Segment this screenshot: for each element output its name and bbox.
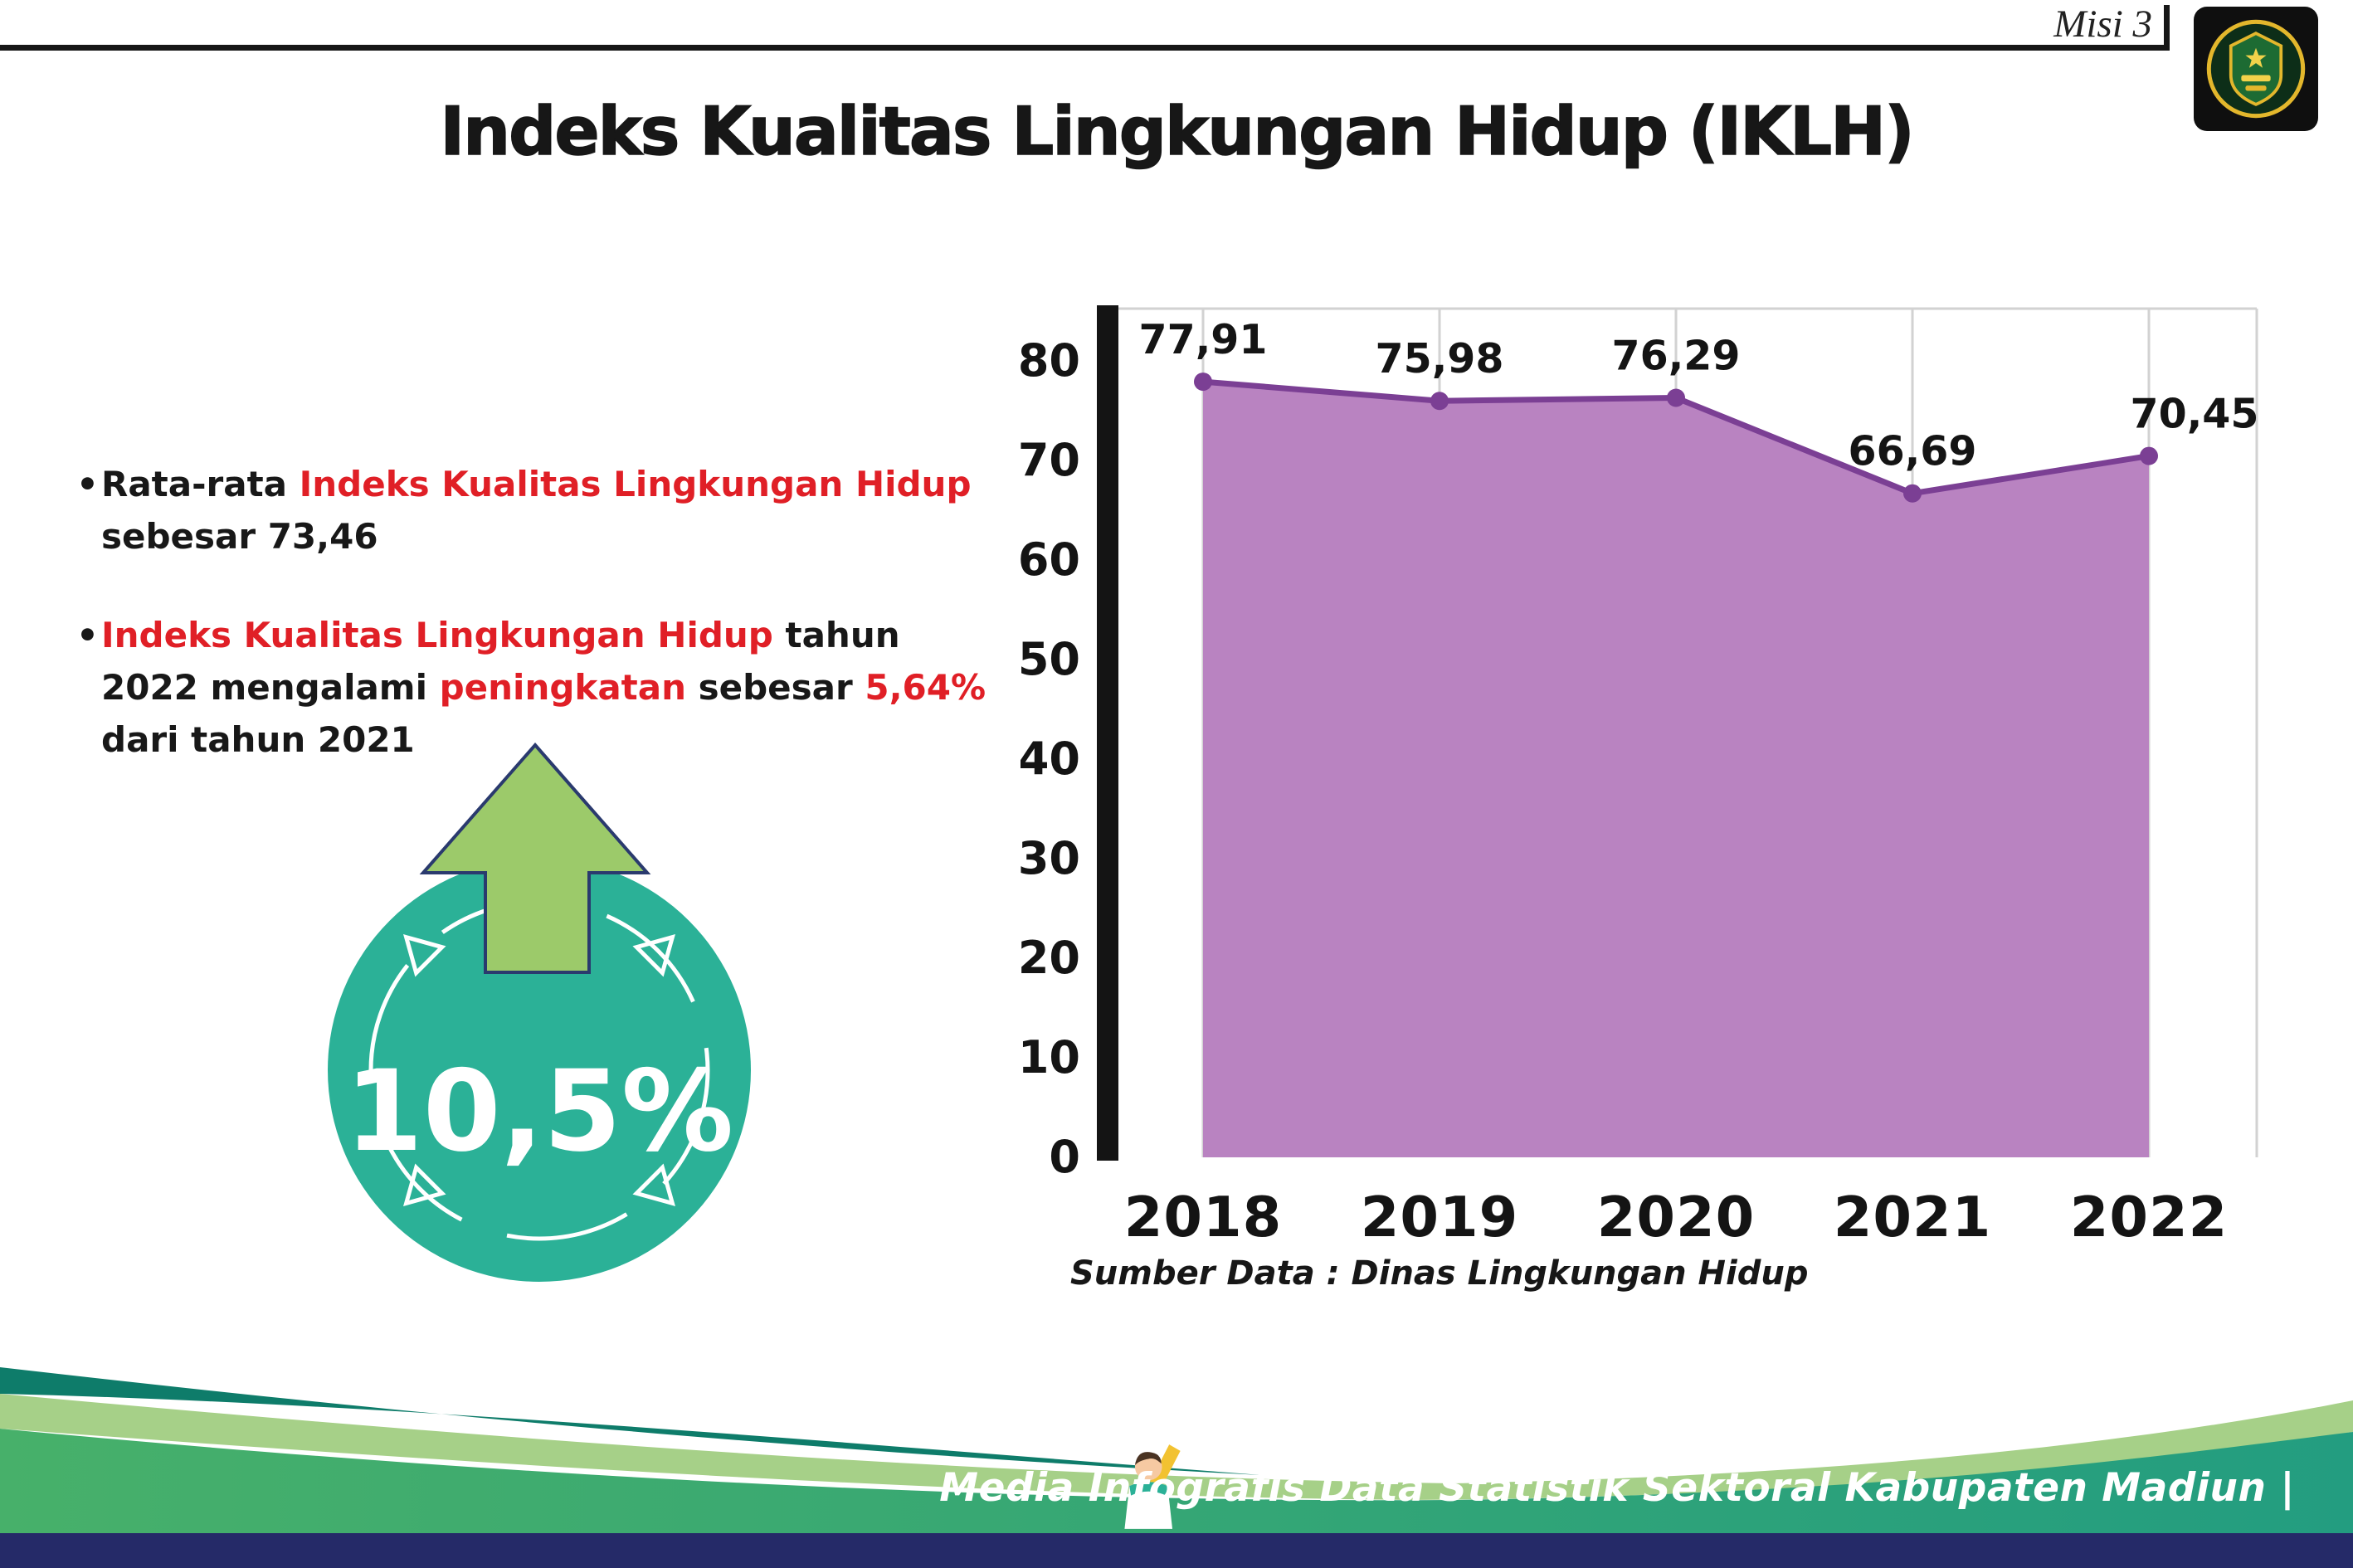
mascot-icon — [1124, 1444, 1181, 1529]
bullet-item: • Rata-rata Indeks Kualitas Lingkungan Hi… — [76, 458, 989, 562]
page-title: Indeks Kualitas Lingkungan Hidup (IKLH) — [440, 92, 1916, 171]
point-label: 76,29 — [1612, 333, 1741, 380]
bullet-text-segment: sebesar — [686, 667, 865, 708]
iklh-area-chart: 0 10 20 30 40 50 60 70 80 77,91 75,98 76,29 66,69 70,… — [1021, 305, 2259, 1249]
point-label: 77,91 — [1139, 316, 1268, 363]
bullet-text-segment: Indeks Kualitas Lingkungan Hidup — [101, 615, 773, 655]
triangle-mark-icon — [632, 934, 675, 977]
kabupaten-madiun-logo — [2194, 7, 2318, 131]
x-tick-label: 2021 — [1834, 1185, 1991, 1249]
area-fill — [1203, 382, 2149, 1157]
increase-badge: 10,5% — [328, 742, 751, 1282]
data-point — [1903, 484, 1922, 503]
bullet-text-segment: 5,64% — [865, 667, 987, 708]
y-tick-label: 0 — [1049, 1131, 1080, 1183]
top-divider-line — [0, 45, 2167, 51]
bullet-text-segment: Rata-rata — [101, 464, 300, 504]
bullet-marker: • — [76, 615, 99, 655]
bullet-text-segment: sebesar 73,46 — [101, 516, 378, 557]
crest-icon — [2206, 19, 2306, 119]
bullet-text-segment: peningkatan — [439, 667, 686, 708]
mascot-body — [1124, 1482, 1173, 1529]
data-point — [2140, 446, 2158, 465]
footer-wave-light — [0, 1394, 2353, 1500]
triangle-mark-icon — [403, 934, 446, 977]
up-arrow-icon — [419, 742, 651, 974]
triangle-mark-icon — [632, 1163, 675, 1206]
y-tick-label: 50 — [1021, 633, 1080, 685]
point-label: 66,69 — [1849, 428, 1977, 475]
bullet-item: • Indeks Kualitas Lingkungan Hidup tahun … — [76, 609, 989, 766]
bullet-text-segment: tahun 2022 mengalami — [101, 615, 900, 708]
data-point — [1430, 392, 1449, 411]
y-tick-label: 20 — [1021, 932, 1080, 984]
data-point — [1194, 373, 1212, 392]
data-source-note: Sumber Data : Dinas Lingkungan Hidup — [1070, 1254, 1809, 1293]
bullet-text-segment: dari tahun 2021 — [101, 719, 415, 760]
crest-banner-small — [2245, 85, 2267, 91]
top-divider-corner — [2164, 5, 2170, 51]
bullet-marker: • — [76, 464, 99, 504]
badge-value: 10,5% — [345, 1046, 733, 1176]
footer-navy-strip — [0, 1533, 2353, 1568]
bullet-list: • Rata-rata Indeks Kualitas Lingkungan Hi… — [76, 458, 989, 766]
star-icon — [2245, 47, 2267, 68]
misi-label: Misi 3 — [2053, 2, 2152, 46]
x-tick-label: 2018 — [1124, 1185, 1282, 1249]
data-point — [1667, 388, 1685, 407]
crest-banner — [2241, 75, 2271, 82]
y-tick-label: 60 — [1021, 533, 1080, 586]
y-tick-label: 80 — [1021, 334, 1080, 387]
y-tick-label: 30 — [1021, 832, 1080, 884]
mascot-collar — [1129, 1482, 1168, 1496]
badge-circle — [328, 859, 751, 1282]
y-axis-bar — [1097, 305, 1118, 1161]
mascot-hair — [1134, 1452, 1162, 1466]
y-tick-label: 70 — [1021, 434, 1080, 486]
point-label: 70,45 — [2131, 391, 2259, 438]
x-tick-label: 2019 — [1361, 1185, 1518, 1249]
badge-tick-triangles — [403, 934, 675, 1206]
footer-waves — [0, 1367, 2353, 1568]
x-tick-label: 2020 — [1597, 1185, 1755, 1249]
shield-icon — [2229, 32, 2283, 106]
y-tick-label: 10 — [1021, 1031, 1080, 1083]
bullet-text-segment: Indeks Kualitas Lingkungan Hidup — [299, 464, 972, 504]
triangle-mark-icon — [403, 1163, 446, 1206]
x-tick-label: 2022 — [2070, 1185, 2228, 1249]
point-label: 75,98 — [1376, 335, 1504, 382]
footer-caption: Media Infografis Data Statistik Sektoral… — [939, 1465, 2295, 1511]
y-tick-label: 40 — [1021, 733, 1080, 785]
